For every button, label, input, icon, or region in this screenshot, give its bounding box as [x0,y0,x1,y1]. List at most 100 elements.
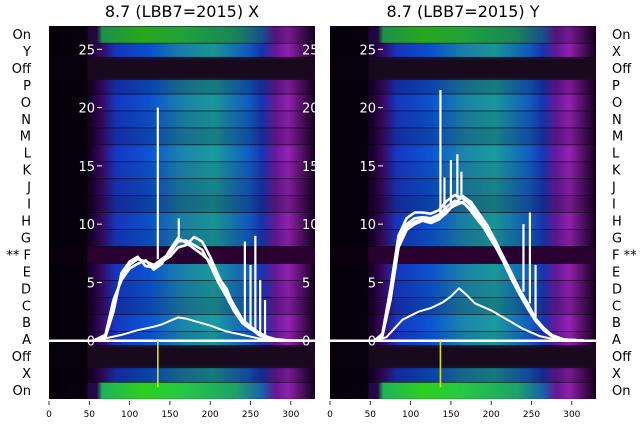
dark-margin-left [49,26,88,399]
heatmap-row [49,196,315,213]
heatmap-row [330,246,596,264]
profile-line-2 [92,236,303,342]
heatmap-row [49,111,315,128]
y-tick-label-overflow: 25 [302,43,319,58]
heatmap-row [330,297,596,315]
row-label: M [612,130,623,145]
row-label: Off [12,62,32,77]
row-label: B [22,316,31,331]
heatmap-row [49,179,315,196]
heatmap-panel-y [330,26,596,399]
off-band [330,56,596,80]
y-tick-label-overflow: 5 [302,276,310,291]
y-tick-label-overflow: 20 [302,102,319,117]
x-tick-label: 200 [202,410,219,420]
y-tick-label: 15 [78,160,95,175]
heatmap-panel-x [49,26,315,399]
row-label: L [612,147,620,162]
x-tick-label: 250 [242,410,259,420]
row-label: On [612,28,630,43]
off-band [49,345,315,369]
row-label: J [26,181,31,196]
off-band [49,56,315,80]
heatmap-row [49,297,315,315]
heatmap-row [49,382,315,399]
row-label: L [24,147,32,162]
heatmap-row [49,263,315,281]
heatmap-row [330,365,596,382]
row-label: D [21,282,31,297]
x-tick-labels-y: 0 50 100 150 200 250 300 [327,401,581,420]
row-label: F ** [612,248,637,263]
x-tick-labels-x: 0 50 100 150 200 250 300 [46,401,300,420]
x-tick-label: 250 [523,410,540,420]
y-tick-label: 25 [78,43,95,58]
profile-line-1 [92,235,303,342]
heatmap-row [330,179,596,196]
row-label: G [612,231,622,246]
row-label: D [612,282,622,297]
row-label: O [21,96,31,111]
x-tick-label: 150 [161,410,178,420]
heatmap-row [330,43,596,60]
row-label: Y [22,45,31,60]
x-tick-label: 0 [46,410,52,420]
row-label: E [23,265,31,280]
chart-title-x: 8.7 (LBB7=2015) X [105,2,259,21]
row-label: ** F [6,248,31,263]
row-label: P [612,79,620,94]
heatmap-row [49,145,315,162]
profile-line-3 [373,200,584,342]
row-label: B [612,316,621,331]
row-label: X [612,45,621,60]
row-label: O [612,96,622,111]
row-label: Off [612,62,632,77]
row-label: K [612,164,621,179]
dark-margin-left [330,26,369,399]
y-tick-label: 20 [359,102,376,117]
x-tick-label: 150 [442,410,459,420]
heatmap-row [330,77,596,94]
row-label: H [21,214,31,229]
heatmap-row [330,145,596,162]
y-tick-label: 25 [359,43,376,58]
row-label: E [612,265,620,280]
y-tick-label: 5 [87,276,95,291]
profile-line-4 [374,287,584,342]
row-label: X [22,367,31,382]
x-tick-label: 0 [327,410,333,420]
chart-title-y: 8.7 (LBB7=2015) Y [386,2,539,21]
y-tick-label: 0 [368,335,376,350]
heatmap-row [49,213,315,230]
y-tick-label: 10 [359,218,376,233]
row-label: Off [12,350,32,365]
heatmap-row [330,128,596,145]
heatmap-row [330,382,596,399]
profile-line-3 [93,316,303,342]
y-tick-label: 5 [368,276,376,291]
heatmap-row [330,94,596,111]
row-label: On [13,384,31,399]
row-label: J [611,181,616,196]
row-label: X [612,367,621,382]
row-label: A [22,333,31,348]
y-tick-label-overflow: 10 [302,218,319,233]
row-label: On [612,384,630,399]
y-tick-label: 20 [78,102,95,117]
row-label: I [612,198,616,213]
y-tick-label: 15 [359,160,376,175]
y-tick-label-overflow: 15 [302,160,319,175]
y-tick-label: 0 [87,335,95,350]
x-tick-label: 300 [563,410,580,420]
y-tick-label-overflow: 0 [302,335,310,350]
row-label: K [22,164,31,179]
x-tick-label: 300 [282,410,299,420]
heatmap-row [330,26,596,43]
heatmap-row [330,314,596,332]
x-tick-label: 200 [483,410,500,420]
row-label: H [612,214,622,229]
row-label: I [27,198,31,213]
